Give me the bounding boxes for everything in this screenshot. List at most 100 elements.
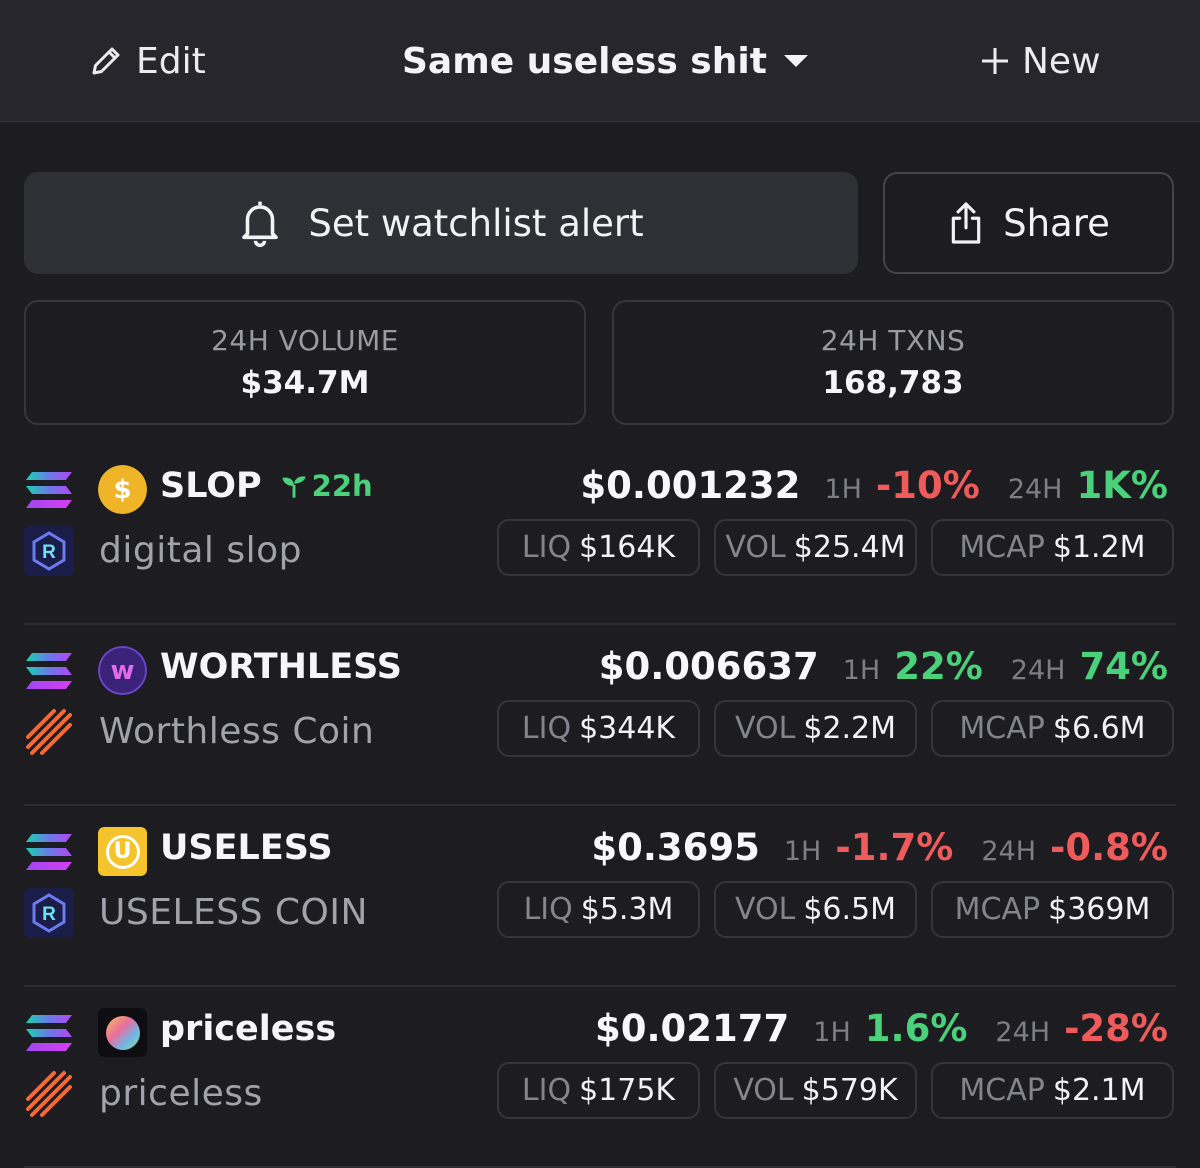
svg-text:R: R: [42, 904, 56, 925]
liq-label: LIQ: [523, 892, 573, 927]
new-label: New: [1022, 40, 1101, 82]
token-name: Worthless Coin: [99, 711, 375, 752]
mcap-value: $2.1M: [1052, 1073, 1146, 1108]
vol-label: VOL: [734, 892, 796, 927]
change-1h: 1.6%: [864, 1007, 968, 1050]
age-badge: 22h: [280, 469, 373, 503]
token-price: $0.3695: [591, 826, 760, 869]
tf-24h-label: 24H: [1007, 474, 1063, 505]
token-row[interactable]: w WORTHLESS Worthless Coin $0.006637 1H …: [0, 625, 1200, 806]
liq-label: LIQ: [521, 1073, 572, 1108]
mcap-value: $1.2M: [1052, 530, 1146, 565]
row-divider: [24, 804, 1176, 806]
svg-text:R: R: [42, 542, 56, 563]
vol-value: $25.4M: [793, 530, 906, 565]
change-1h: -1.7%: [835, 826, 954, 869]
edit-button[interactable]: Edit: [88, 38, 206, 84]
liq-value: $344K: [579, 711, 676, 746]
txns-label: 24H TXNS: [820, 324, 966, 357]
liquidity-pill: LIQ $175K: [497, 1062, 700, 1119]
mcap-pill: MCAP $6.6M: [931, 700, 1174, 757]
share-button[interactable]: Share: [883, 172, 1174, 274]
tf-24h-label: 24H: [981, 836, 1037, 867]
worthless-w-icon: w: [98, 646, 147, 695]
liq-value: $5.3M: [580, 892, 674, 927]
share-icon: [951, 202, 981, 244]
row-divider: [24, 623, 1176, 625]
volume-value: $34.7M: [240, 365, 370, 401]
raydium-icon: R: [24, 888, 74, 938]
share-label: Share: [1003, 201, 1110, 245]
volume-pill: VOL $6.5M: [714, 881, 917, 938]
solana-icon: [24, 832, 74, 872]
price-line: $0.006637 1H 22% 24H 74%: [599, 645, 1168, 688]
token-symbol-group: SLOP 22h: [160, 466, 373, 506]
volume-label: 24H VOLUME: [211, 324, 399, 357]
mcap-pill: MCAP $1.2M: [931, 519, 1174, 576]
token-name: digital slop: [99, 530, 302, 571]
token-row[interactable]: R $ SLOP 22h digital slop $0.001232 1H -…: [0, 444, 1200, 625]
volume-stat-card: 24H VOLUME $34.7M: [24, 300, 586, 425]
token-symbol: WORTHLESS: [160, 647, 402, 687]
liq-label: LIQ: [521, 711, 572, 746]
row-divider: [24, 985, 1176, 987]
token-row[interactable]: R U USELESS USELESS COIN $0.3695 1H -1.7…: [0, 806, 1200, 987]
caret-down-icon: [783, 55, 808, 67]
liq-label: LIQ: [521, 530, 572, 565]
tf-1h-label: 1H: [813, 1017, 851, 1048]
volume-pill: VOL $2.2M: [714, 700, 917, 757]
token-price: $0.006637: [598, 645, 819, 688]
alert-label: Set watchlist alert: [308, 201, 644, 245]
liq-value: $175K: [579, 1073, 676, 1108]
new-watchlist-button[interactable]: New: [980, 38, 1101, 84]
token-price: $0.02177: [595, 1007, 790, 1050]
sprout-icon: [282, 476, 306, 498]
token-symbol: USELESS: [160, 828, 333, 868]
liquidity-pill: LIQ $5.3M: [497, 881, 700, 938]
token-name: USELESS COIN: [99, 892, 368, 933]
price-line: $0.001232 1H -10% 24H 1K%: [580, 464, 1168, 507]
watchlist-header: Edit Same useless shit New: [0, 0, 1200, 122]
bell-icon: [242, 201, 279, 248]
tf-24h-label: 24H: [1010, 655, 1066, 686]
pumpswap-icon: [24, 707, 74, 757]
useless-u-icon: U: [98, 827, 147, 876]
mcap-label: MCAP: [959, 1073, 1045, 1108]
pumpswap-icon: [24, 1069, 74, 1119]
change-24h: 74%: [1079, 645, 1168, 688]
token-symbol-group: WORTHLESS: [160, 647, 402, 687]
liq-value: $164K: [579, 530, 676, 565]
price-line: $0.02177 1H 1.6% 24H -28%: [595, 1007, 1168, 1050]
mcap-value: $369M: [1048, 892, 1151, 927]
slop-coin-icon: $: [98, 465, 147, 514]
vol-value: $579K: [801, 1073, 898, 1108]
mcap-label: MCAP: [959, 530, 1045, 565]
txns-value: 168,783: [822, 365, 964, 401]
volume-pill: VOL $579K: [714, 1062, 917, 1119]
solana-icon: [24, 470, 74, 510]
change-24h: -0.8%: [1050, 826, 1168, 869]
vol-label: VOL: [734, 711, 796, 746]
watchlist-selector[interactable]: Same useless shit: [402, 38, 809, 84]
token-price: $0.001232: [580, 464, 801, 507]
token-symbol-group: priceless: [160, 1009, 336, 1049]
token-row[interactable]: priceless priceless $0.02177 1H 1.6% 24H…: [0, 987, 1200, 1168]
token-name: priceless: [99, 1073, 263, 1114]
mcap-value: $6.6M: [1052, 711, 1146, 746]
mcap-label: MCAP: [959, 711, 1045, 746]
vol-value: $2.2M: [803, 711, 896, 746]
solana-icon: [24, 651, 74, 691]
change-24h: 1K%: [1076, 464, 1169, 507]
tf-1h-label: 1H: [824, 474, 862, 505]
mcap-pill: MCAP $369M: [931, 881, 1174, 938]
txns-stat-card: 24H TXNS 168,783: [612, 300, 1174, 425]
mcap-pill: MCAP $2.1M: [931, 1062, 1174, 1119]
token-symbol: priceless: [160, 1009, 337, 1049]
age-value: 22h: [311, 469, 373, 503]
liquidity-pill: LIQ $164K: [497, 519, 700, 576]
token-symbol-group: USELESS: [160, 828, 333, 868]
token-symbol: SLOP: [160, 466, 262, 506]
vol-label: VOL: [725, 530, 786, 565]
set-watchlist-alert-button[interactable]: Set watchlist alert: [24, 172, 858, 274]
watchlist-name: Same useless shit: [402, 40, 767, 82]
